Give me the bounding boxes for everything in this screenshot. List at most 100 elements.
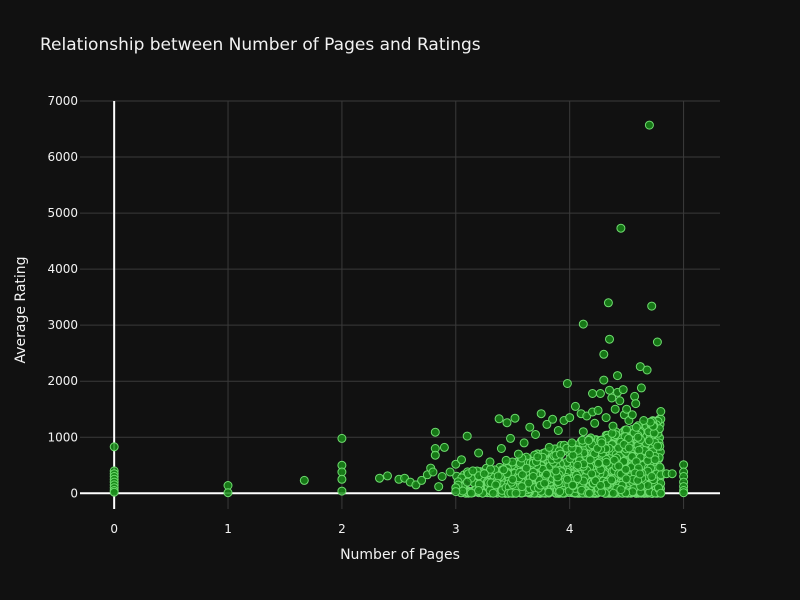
- y-tick-label: 0: [70, 486, 78, 500]
- scatter-point: [568, 450, 578, 460]
- scatter-point: [644, 436, 654, 446]
- scatter-point: [616, 223, 626, 233]
- scatter-point: [491, 480, 501, 490]
- scatter-point: [647, 301, 657, 311]
- scatter-point: [375, 473, 384, 483]
- scatter-point: [223, 488, 233, 498]
- scatter-point: [528, 472, 538, 481]
- scatter-point: [653, 441, 663, 451]
- scatter-point: [608, 421, 618, 431]
- scatter-point: [513, 449, 523, 459]
- scatter-point: [644, 120, 654, 130]
- x-tick-label: 5: [680, 522, 688, 536]
- points-layer: [109, 120, 689, 498]
- scatter-point: [597, 438, 607, 448]
- scatter-point: [337, 474, 347, 484]
- scatter-point: [607, 475, 617, 485]
- scatter-point: [599, 375, 609, 385]
- scatter-point: [548, 414, 558, 424]
- scatter-point: [511, 488, 521, 498]
- scatter-point: [573, 460, 583, 470]
- scatter-point: [568, 480, 578, 490]
- x-axis-title: Number of Pages: [340, 547, 460, 563]
- scatter-point: [622, 404, 632, 414]
- scatter-point: [656, 488, 666, 498]
- scatter-point: [650, 455, 660, 465]
- scatter-point: [616, 485, 626, 495]
- scatter-point: [601, 413, 611, 423]
- scatter-point: [474, 448, 484, 458]
- scatter-point: [337, 486, 347, 496]
- scatter-point: [578, 427, 588, 437]
- scatter-point: [555, 487, 565, 496]
- scatter-point: [506, 433, 515, 443]
- scatter-point: [462, 477, 472, 487]
- scatter-point: [499, 465, 509, 475]
- scatter-point: [337, 433, 347, 443]
- scatter-point: [621, 474, 631, 484]
- scatter-point: [517, 470, 527, 480]
- scatter-point: [584, 436, 594, 445]
- scatter-point: [299, 475, 309, 485]
- scatter-point: [587, 469, 597, 479]
- scatter-point: [578, 319, 588, 329]
- scatter-point: [434, 482, 444, 492]
- x-tick-label: 1: [224, 522, 232, 536]
- scatter-point: [639, 416, 649, 425]
- y-tick-label: 1000: [47, 430, 78, 444]
- scatter-point: [502, 418, 512, 428]
- scatter-point: [531, 430, 540, 439]
- scatter-point: [540, 478, 550, 488]
- y-tick-label: 2000: [47, 374, 78, 388]
- scatter-point: [614, 461, 624, 471]
- scatter-point: [536, 409, 546, 419]
- scatter-point: [488, 488, 498, 498]
- scatter-point: [485, 457, 495, 467]
- scatter-point: [647, 472, 657, 481]
- scatter-point: [109, 487, 119, 497]
- scatter-point: [468, 466, 478, 476]
- scatter-point: [508, 474, 518, 484]
- scatter-point: [451, 487, 461, 497]
- scatter-point: [631, 399, 641, 409]
- scatter-point: [533, 452, 543, 462]
- scatter-point: [437, 472, 447, 481]
- scatter-point: [439, 442, 449, 452]
- x-tick-label: 4: [566, 522, 574, 536]
- scatter-point: [517, 482, 527, 492]
- scatter-point: [607, 393, 617, 403]
- scatter-point: [553, 426, 563, 435]
- scatter-point: [544, 442, 554, 452]
- scatter-point: [656, 407, 666, 416]
- scatter-point: [595, 389, 605, 398]
- scatter-point: [624, 434, 634, 443]
- scatter-point: [383, 471, 392, 481]
- scatter-point: [570, 401, 580, 411]
- scatter-point: [652, 337, 662, 347]
- scatter-point: [541, 469, 551, 479]
- scatter-point: [644, 449, 654, 459]
- scatter-point: [542, 419, 552, 429]
- x-tick-label: 3: [452, 522, 460, 536]
- scatter-point: [430, 450, 440, 460]
- scatter-point: [567, 438, 577, 448]
- scatter-point: [462, 431, 472, 441]
- scatter-point: [466, 488, 476, 498]
- scatter-point: [551, 466, 561, 476]
- y-axis-title: Average Rating: [13, 256, 29, 363]
- scatter-point: [445, 467, 455, 477]
- scatter-point: [599, 349, 609, 359]
- scatter-point: [593, 405, 603, 415]
- scatter-point: [635, 469, 645, 479]
- scatter-point: [521, 463, 531, 473]
- scatter-point: [627, 410, 637, 420]
- scatter-point: [624, 443, 634, 453]
- scatter-point: [562, 474, 572, 484]
- scatter-point: [525, 422, 535, 432]
- scatter-point: [679, 488, 689, 498]
- scatter-point: [593, 458, 603, 468]
- scatter-point: [608, 488, 618, 498]
- x-tick-label: 0: [110, 522, 118, 536]
